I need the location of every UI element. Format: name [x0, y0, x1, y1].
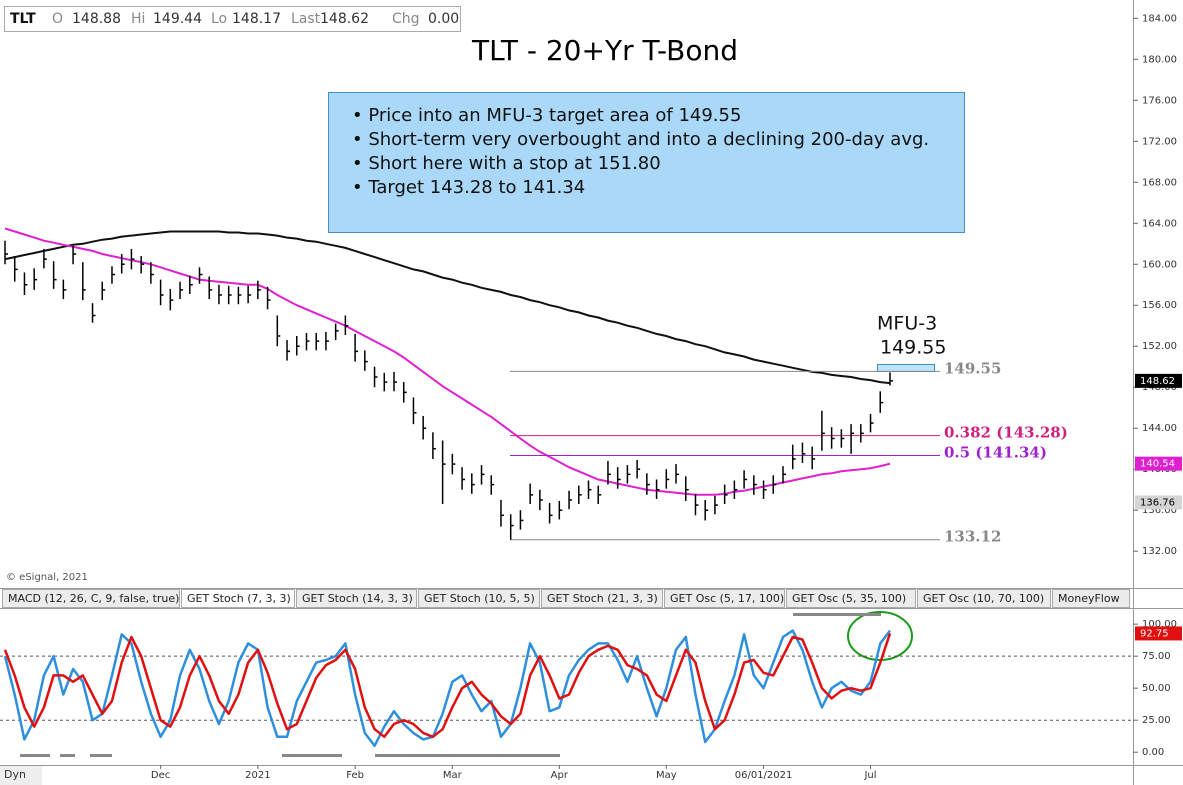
- decor-bars: [20, 613, 881, 757]
- tab[interactable]: [917, 589, 1051, 608]
- oscillator-line: [3, 629, 891, 748]
- y-tick-label: 156.00: [1142, 300, 1177, 311]
- level-label: 149.55: [944, 359, 1001, 377]
- y-tick-label: 164.00: [1142, 218, 1177, 229]
- x-tick-label: Mar: [443, 770, 463, 781]
- y-tick-label: 144.00: [1142, 423, 1177, 434]
- y-tick-label: 180.00: [1142, 54, 1177, 65]
- moving-average: [4, 227, 891, 496]
- tab[interactable]: [296, 589, 417, 608]
- last-flag: [1135, 373, 1182, 388]
- moving-average: [4, 230, 891, 385]
- quote-value: 148.17: [232, 11, 281, 27]
- note-line: • Short-term very overbought and into a …: [352, 129, 929, 150]
- y-tick-label: 184.00: [1142, 13, 1177, 24]
- price-flag: [1135, 495, 1182, 510]
- tab-label[interactable]: MoneyFlow: [1058, 592, 1120, 605]
- level-label: 0.382 (143.28): [944, 424, 1068, 442]
- tab-label[interactable]: GET Osc (10, 70, 100): [923, 592, 1044, 605]
- footer-box: [0, 766, 42, 785]
- x-tick-label: May: [656, 770, 677, 781]
- oscillator-flag: [1135, 626, 1182, 641]
- y-tick-label: 132.00: [1142, 546, 1177, 557]
- tab[interactable]: [181, 589, 295, 608]
- y-tick-label: 50.00: [1142, 683, 1171, 694]
- target-zone: [877, 364, 935, 372]
- quote-label: Hi: [131, 11, 145, 27]
- price-flag-label: 136.76: [1140, 497, 1175, 508]
- tab-label[interactable]: GET Stoch (14, 3, 3): [302, 592, 413, 605]
- last-flag-label: 148.62: [1140, 376, 1175, 387]
- oscillator-line: [3, 633, 892, 739]
- x-tick-label: 2021: [245, 770, 270, 781]
- x-tick-label: Jul: [863, 770, 876, 781]
- note-box: [328, 92, 965, 233]
- y-tick-label: 172.00: [1142, 136, 1177, 147]
- footer-label[interactable]: Dyn: [4, 768, 26, 781]
- x-tick-label: 06/01/2021: [735, 770, 793, 781]
- x-tick-label: Apr: [551, 770, 569, 781]
- note-line: • Target 143.28 to 141.34: [352, 177, 585, 198]
- quote-value: 148.88: [72, 11, 121, 27]
- quote-label: Last: [291, 11, 321, 27]
- quote-label: Lo: [211, 11, 227, 27]
- tab[interactable]: [541, 589, 663, 608]
- chart-title: TLT - 20+Yr T-Bond: [471, 34, 738, 67]
- x-tick-label: Feb: [346, 770, 364, 781]
- ma-flag: [1135, 456, 1182, 471]
- tab[interactable]: [418, 589, 540, 608]
- tab-label[interactable]: MACD (12, 26, C, 9, false, true): [8, 592, 179, 605]
- y-tick-label: 176.00: [1142, 95, 1177, 106]
- quote-label: Chg: [392, 11, 420, 27]
- y-tick-label: 25.00: [1142, 715, 1171, 726]
- tab[interactable]: [2, 589, 180, 608]
- ma-flag-label: 140.54: [1140, 459, 1175, 470]
- note-line: • Price into an MFU-3 target area of 149…: [352, 105, 741, 126]
- tab[interactable]: [1052, 589, 1130, 608]
- y-tick-label: 168.00: [1142, 177, 1177, 188]
- y-tick-label: 100.00: [1142, 619, 1177, 630]
- y-tick-label: 160.00: [1142, 259, 1177, 270]
- quote-label: O: [52, 11, 63, 27]
- credit: © eSignal, 2021: [6, 572, 88, 583]
- oscillator-flag-label: 92.75: [1140, 628, 1169, 639]
- quote-value: 149.44: [153, 11, 202, 27]
- tab-label[interactable]: GET Stoch (21, 3, 3): [547, 592, 658, 605]
- callout-value: 149.55: [880, 337, 946, 359]
- x-tick-label: Dec: [151, 770, 170, 781]
- tab-label[interactable]: GET Stoch (10, 5, 5): [424, 592, 535, 605]
- y-tick-label: 136.00: [1142, 505, 1177, 516]
- y-tick-label: 152.00: [1142, 341, 1177, 352]
- level-label: 0.5 (141.34): [944, 443, 1047, 461]
- quote-bar: [4, 6, 461, 32]
- tab-label[interactable]: GET Osc (5, 35, 100): [792, 592, 906, 605]
- quote-value: 0.00: [428, 11, 459, 27]
- quote-value: 148.62: [320, 11, 369, 27]
- y-tick-label: 75.00: [1142, 651, 1171, 662]
- level-label: 133.12: [944, 528, 1001, 546]
- tab[interactable]: [664, 589, 785, 608]
- note-line: • Short here with a stop at 151.80: [352, 153, 661, 174]
- tab[interactable]: [786, 589, 916, 608]
- symbol: TLT: [10, 11, 36, 27]
- tab-label[interactable]: GET Osc (5, 17, 100): [670, 592, 784, 605]
- y-tick-label: 0.00: [1142, 747, 1164, 758]
- tab-label[interactable]: GET Stoch (7, 3, 3): [187, 592, 291, 605]
- callout: MFU-3: [877, 313, 937, 335]
